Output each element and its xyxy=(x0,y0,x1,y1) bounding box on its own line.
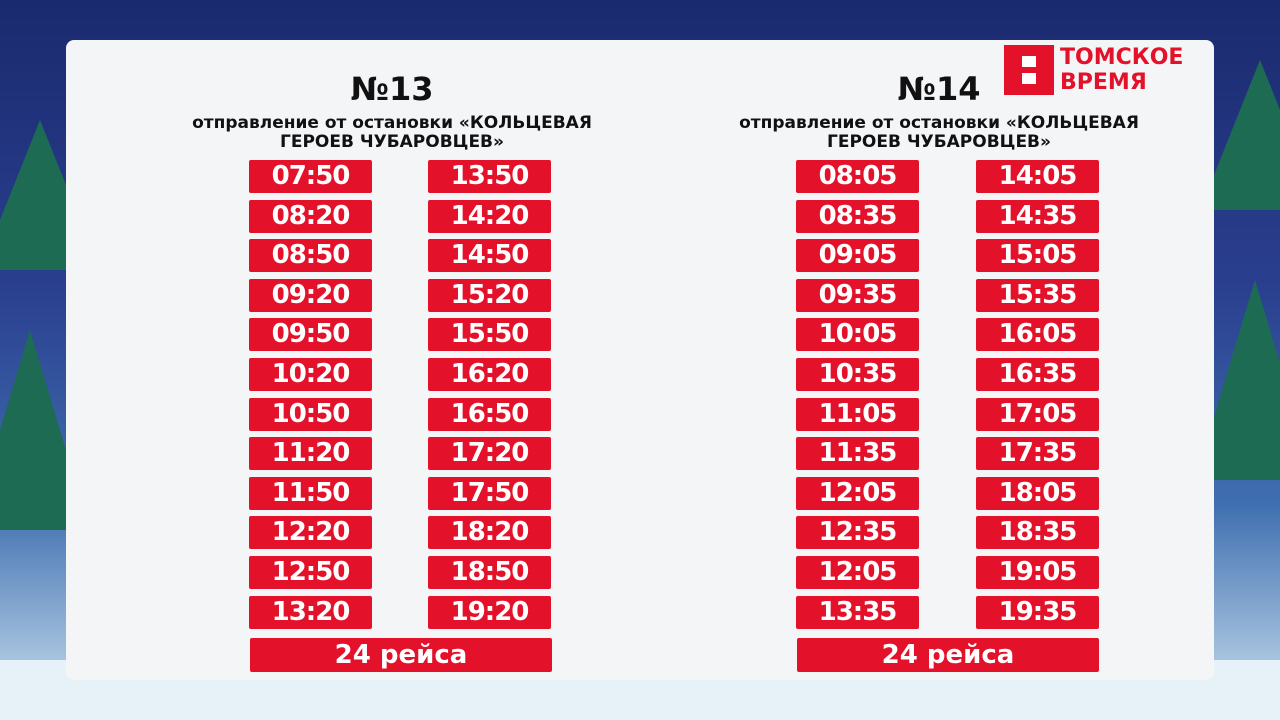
departure-time: 11:50 xyxy=(249,476,372,510)
route-subtitle: отправление от остановки «КОЛЬЦЕВАЯ ГЕРОЕ… xyxy=(162,114,622,152)
departure-time: 17:35 xyxy=(976,437,1099,471)
departure-time: 18:05 xyxy=(976,476,1099,510)
departure-time: 12:35 xyxy=(796,516,919,550)
departure-time: 16:35 xyxy=(976,358,1099,391)
departure-time: 18:35 xyxy=(976,516,1099,550)
departure-time: 17:20 xyxy=(428,437,551,471)
departure-time: 18:20 xyxy=(428,516,551,550)
logo: ТОМСКОЕ ВРЕМЯ xyxy=(1004,45,1183,95)
departure-time: 18:50 xyxy=(428,556,551,589)
departure-time: 17:05 xyxy=(976,397,1099,431)
departure-time: 16:50 xyxy=(428,397,551,431)
departure-time: 14:05 xyxy=(976,160,1099,193)
logo-mark-icon xyxy=(1004,45,1054,95)
departure-time: 10:20 xyxy=(249,358,372,391)
departure-time: 15:05 xyxy=(976,239,1099,273)
departure-time: 13:35 xyxy=(796,595,919,629)
departure-time: 11:05 xyxy=(796,397,919,431)
departure-time: 19:20 xyxy=(428,595,551,629)
departure-time: 09:05 xyxy=(796,239,919,273)
logo-line1: ТОМСКОЕ xyxy=(1060,45,1184,70)
departure-time: 10:50 xyxy=(249,397,372,431)
logo-text: ТОМСКОЕ ВРЕМЯ xyxy=(1060,45,1183,95)
departure-time: 08:05 xyxy=(796,160,919,193)
total-trips: 24 рейса xyxy=(797,638,1099,672)
route-subtitle: отправление от остановки «КОЛЬЦЕВАЯ ГЕРОЕ… xyxy=(709,114,1169,152)
departure-time: 12:05 xyxy=(796,556,919,589)
departure-time: 08:20 xyxy=(249,199,372,233)
route-title: №14 xyxy=(897,70,981,108)
departure-time: 14:35 xyxy=(976,199,1099,233)
departure-time: 16:20 xyxy=(428,358,551,391)
subtitle-line: ГЕРОЕВ ЧУБАРОВЦЕВ» xyxy=(280,132,504,152)
departure-time: 10:05 xyxy=(796,318,919,352)
logo-line2: ВРЕМЯ xyxy=(1060,70,1147,95)
departure-time: 19:05 xyxy=(976,556,1099,589)
departure-time: 11:20 xyxy=(249,437,372,471)
departure-time: 08:35 xyxy=(796,199,919,233)
departure-time: 14:50 xyxy=(428,239,551,273)
departure-time: 08:50 xyxy=(249,239,372,273)
departure-time: 09:35 xyxy=(796,278,919,312)
departure-time: 09:20 xyxy=(249,278,372,312)
route-title: №13 xyxy=(350,70,434,108)
departure-time: 13:50 xyxy=(428,160,551,193)
total-trips: 24 рейса xyxy=(250,638,552,672)
subtitle-line: отправление от остановки «КОЛЬЦЕВАЯ xyxy=(192,113,592,133)
departure-time: 12:05 xyxy=(796,476,919,510)
departure-time: 13:20 xyxy=(249,595,372,629)
departure-time: 16:05 xyxy=(976,318,1099,352)
departure-time: 19:35 xyxy=(976,595,1099,629)
departure-time: 09:50 xyxy=(249,318,372,352)
subtitle-line: отправление от остановки «КОЛЬЦЕВАЯ xyxy=(739,113,1139,133)
departure-time: 17:50 xyxy=(428,476,551,510)
departure-time: 11:35 xyxy=(796,437,919,471)
departure-time: 12:50 xyxy=(249,556,372,589)
departure-time: 10:35 xyxy=(796,358,919,391)
departure-time: 15:20 xyxy=(428,278,551,312)
departure-time: 15:35 xyxy=(976,278,1099,312)
departure-time: 12:20 xyxy=(249,516,372,550)
departure-time: 15:50 xyxy=(428,318,551,352)
subtitle-line: ГЕРОЕВ ЧУБАРОВЦЕВ» xyxy=(827,132,1051,152)
departure-time: 14:20 xyxy=(428,199,551,233)
departure-time: 07:50 xyxy=(249,160,372,193)
